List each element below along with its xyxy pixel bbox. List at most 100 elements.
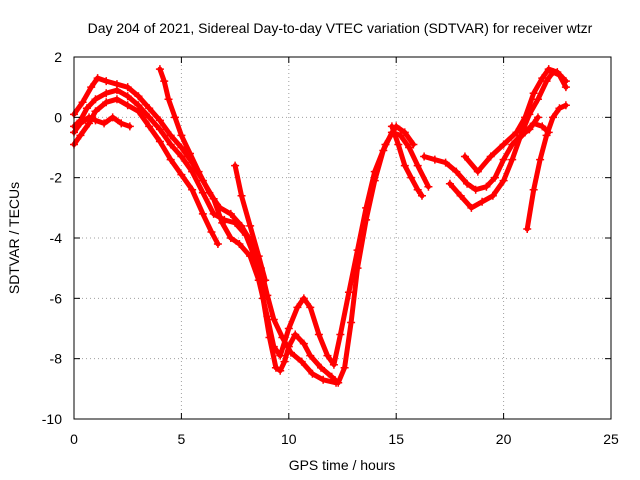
series-track-5 — [71, 114, 133, 135]
data-point-marker — [306, 303, 315, 312]
x-tick-label: 0 — [70, 431, 78, 447]
chart-title: Day 204 of 2021, Sidereal Day-to-day VTE… — [88, 20, 593, 36]
series-track-9 — [447, 69, 569, 211]
data-point-marker — [145, 104, 154, 113]
data-point-marker — [134, 107, 143, 116]
x-tick-label: 15 — [388, 431, 404, 447]
data-point-marker — [512, 137, 521, 146]
data-point-marker — [555, 104, 564, 113]
data-point-marker — [209, 209, 218, 218]
data-point-marker — [78, 98, 87, 107]
data-point-marker — [205, 188, 214, 197]
data-point-marker — [155, 137, 164, 146]
y-tick-label: -10 — [42, 411, 62, 427]
data-point-marker — [218, 218, 227, 227]
data-point-marker — [538, 122, 547, 131]
y-axis-label: SDTVAR / TECUs — [6, 182, 22, 294]
data-point-marker — [529, 119, 538, 128]
data-point-marker — [123, 92, 132, 101]
data-point-marker — [276, 351, 285, 360]
data-point-marker — [237, 221, 246, 230]
data-point-marker — [529, 89, 538, 98]
data-point-marker — [430, 155, 439, 164]
data-point-marker — [400, 128, 409, 137]
data-point-marker — [299, 339, 308, 348]
data-point-marker — [166, 155, 175, 164]
data-point-marker — [533, 113, 542, 122]
data-point-marker — [460, 152, 469, 161]
data-point-marker — [553, 68, 562, 77]
data-point-marker — [91, 95, 100, 104]
y-tick-label: -4 — [50, 230, 63, 246]
data-point-marker — [125, 122, 134, 131]
data-point-marker — [280, 357, 289, 366]
data-point-marker — [170, 113, 179, 122]
series-track-3-markers — [70, 95, 222, 249]
data-point-marker — [226, 234, 235, 242]
series-track-11-markers — [523, 101, 570, 233]
data-point-marker — [544, 65, 553, 74]
data-point-marker — [508, 155, 517, 164]
data-point-marker — [486, 152, 495, 161]
data-point-marker — [336, 330, 345, 339]
x-axis-label: GPS time / hours — [289, 457, 396, 473]
data-point-marker — [471, 185, 480, 194]
data-point-marker — [91, 116, 100, 125]
series-track-2 — [71, 75, 416, 368]
data-point-marker — [482, 182, 491, 191]
data-point-marker — [145, 122, 154, 131]
x-tick-label: 25 — [603, 431, 619, 447]
data-point-marker — [456, 191, 465, 200]
data-point-marker — [529, 185, 538, 194]
series-track-12-markers — [512, 119, 553, 146]
data-point-marker — [407, 173, 416, 182]
data-point-marker — [400, 161, 409, 170]
data-point-marker — [134, 92, 143, 101]
data-point-marker — [347, 318, 356, 327]
data-point-marker — [145, 113, 154, 122]
data-point-marker — [538, 74, 547, 83]
y-tick-label: -8 — [50, 351, 63, 367]
data-point-marker — [216, 203, 225, 212]
data-point-marker — [332, 378, 341, 387]
data-point-marker — [102, 89, 111, 98]
data-point-marker — [160, 77, 169, 86]
data-point-marker — [237, 191, 246, 200]
data-point-marker — [488, 191, 497, 200]
y-tick-label: -6 — [50, 290, 63, 306]
data-point-marker — [261, 276, 270, 285]
data-point-marker — [263, 291, 272, 300]
data-point-marker — [409, 140, 418, 149]
data-point-marker — [463, 179, 472, 188]
data-point-marker — [413, 161, 422, 170]
data-point-marker — [269, 342, 278, 351]
data-point-marker — [293, 303, 302, 312]
data-point-marker — [286, 348, 295, 357]
data-point-marker — [177, 152, 186, 161]
data-point-marker — [102, 77, 111, 86]
data-point-marker — [185, 149, 194, 158]
data-point-marker — [276, 366, 285, 375]
data-point-marker — [467, 203, 476, 212]
y-tick-label: -2 — [50, 170, 63, 186]
data-point-marker — [177, 143, 186, 152]
data-point-marker — [284, 324, 293, 333]
data-point-marker — [213, 240, 222, 249]
data-point-marker — [473, 167, 482, 176]
series-track-7-markers — [387, 122, 426, 200]
data-point-marker — [198, 209, 207, 218]
y-tick-label: 0 — [54, 109, 62, 125]
data-point-marker — [521, 113, 530, 122]
data-point-marker — [155, 125, 164, 134]
data-point-marker — [499, 155, 508, 164]
data-point-marker — [499, 140, 508, 149]
data-point-marker — [445, 179, 454, 188]
data-point-marker — [87, 83, 96, 92]
data-point-marker — [306, 351, 315, 360]
series-track-6-markers — [231, 161, 270, 285]
data-point-marker — [76, 119, 85, 128]
data-point-marker — [271, 363, 280, 372]
data-point-marker — [108, 113, 117, 122]
data-point-marker — [561, 101, 570, 110]
